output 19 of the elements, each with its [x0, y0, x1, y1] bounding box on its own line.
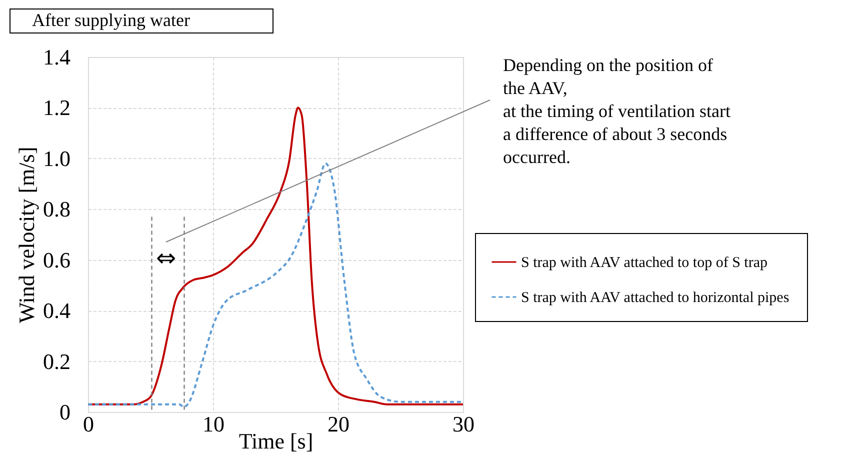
chart-title: After supplying water — [32, 10, 190, 30]
text: Depending on the position of the AAV, at the timing of ventilation start a difference of about 3 seconds occurred. — [503, 55, 730, 167]
x-tick-label: 10 — [202, 412, 224, 436]
y-tick-label: 1.4 — [43, 44, 70, 70]
x-tick-label: 0 — [83, 412, 94, 436]
y-tick-label: 0.6 — [43, 247, 70, 272]
x-axis-title: Time [s] — [238, 428, 314, 454]
annotation: ⇔ — [156, 244, 176, 272]
legend-label: S trap with AAV attached to top of S trap — [521, 255, 768, 271]
y-tick-label: 1.2 — [43, 95, 70, 120]
y-tick-label: 0.2 — [43, 348, 70, 374]
line-series — [87, 162, 464, 408]
y-tick-label: 0.4 — [43, 298, 70, 324]
y-tick-label: 0.8 — [43, 196, 70, 222]
y-tick-label: 1.0 — [43, 146, 70, 171]
y-axis-title: Wind velocity [m/s] — [14, 146, 39, 324]
x-tick-label: 20 — [328, 412, 350, 436]
legend-label: S trap with AAV attached to horizontal pipes — [521, 290, 790, 306]
x-tick-label: 30 — [452, 412, 474, 436]
